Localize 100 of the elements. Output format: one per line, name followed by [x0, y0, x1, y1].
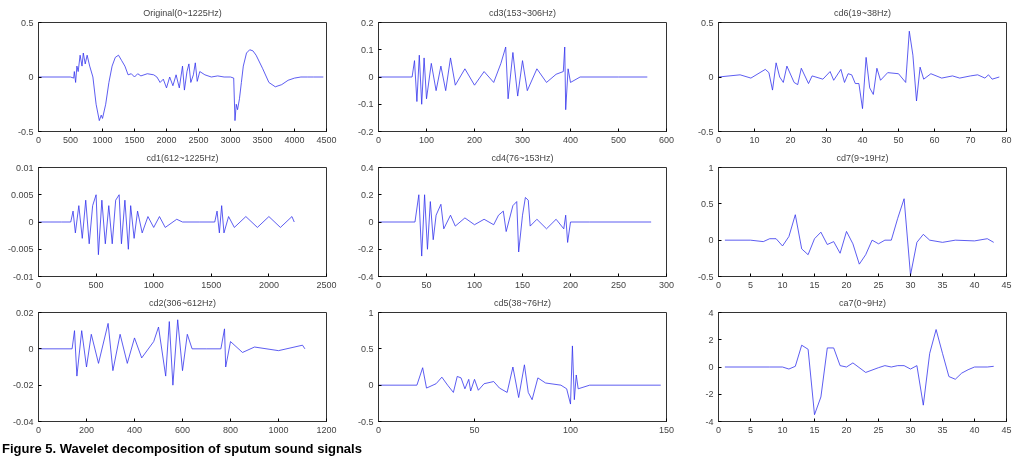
y-tick-label: 0.5 — [20, 17, 34, 28]
y-tick-label: 1 — [708, 162, 714, 173]
y-tick-label: -0.5 — [697, 126, 714, 137]
x-tick-label: 2000 — [258, 279, 279, 290]
y-tick-label: -0.5 — [357, 416, 374, 427]
x-tick-label: 45 — [1001, 424, 1012, 435]
y-tick-label: 0.4 — [360, 162, 374, 173]
x-tick-label: 0 — [376, 134, 382, 145]
y-tick-label: -0.2 — [357, 244, 374, 255]
y-tick-label: -0.01 — [12, 271, 34, 282]
x-tick-label: 250 — [610, 279, 627, 290]
x-tick-label: 3500 — [252, 134, 273, 145]
y-tick-label: -0.02 — [12, 380, 34, 391]
x-tick-label: 10 — [777, 424, 788, 435]
x-tick-label: 1000 — [143, 279, 164, 290]
chart-title: ca7(0~9Hz) — [839, 297, 886, 308]
y-tick-label: 0.2 — [360, 189, 374, 200]
x-tick-label: 50 — [421, 279, 432, 290]
y-tick-label: 4 — [708, 307, 714, 318]
y-tick-label: 1 — [368, 307, 374, 318]
x-tick-label: 0 — [36, 134, 42, 145]
x-tick-label: 20 — [841, 279, 852, 290]
x-tick-label: 35 — [937, 279, 948, 290]
x-tick-label: 100 — [562, 424, 579, 435]
x-tick-label: 1200 — [316, 424, 337, 435]
x-tick-label: 300 — [514, 134, 531, 145]
x-tick-label: 1000 — [92, 134, 113, 145]
x-tick-label: 1000 — [268, 424, 289, 435]
caption: Figure 5. Wavelet decomposition of sputum sound signals — [2, 440, 362, 458]
x-tick-label: 0 — [36, 279, 42, 290]
y-tick-label: 0 — [708, 235, 714, 246]
x-tick-label: 2500 — [316, 279, 337, 290]
x-tick-label: 500 — [88, 279, 104, 290]
x-tick-label: 15 — [809, 279, 820, 290]
y-tick-label: 0.01 — [15, 162, 34, 173]
x-tick-label: 10 — [749, 134, 760, 145]
x-tick-label: 800 — [222, 424, 239, 435]
x-tick-label: 45 — [1001, 279, 1012, 290]
chart-title: cd1(612~1225Hz) — [146, 152, 219, 163]
x-tick-label: 500 — [610, 134, 627, 145]
x-tick-label: 4500 — [316, 134, 337, 145]
x-tick-label: 20 — [841, 424, 852, 435]
x-tick-label: 10 — [777, 279, 788, 290]
x-tick-label: 80 — [1001, 134, 1012, 145]
x-tick-label: 300 — [658, 279, 675, 290]
x-tick-label: 20 — [785, 134, 796, 145]
y-tick-label: 0 — [28, 343, 34, 354]
x-tick-label: 0 — [36, 424, 42, 435]
y-tick-label: 0 — [368, 217, 374, 227]
y-tick-label: 0.1 — [360, 44, 374, 55]
y-tick-label: 0 — [368, 380, 374, 391]
y-tick-label: 2 — [708, 334, 714, 345]
x-tick-label: 40 — [969, 279, 980, 290]
x-tick-label: 0 — [376, 279, 382, 290]
x-tick-label: 100 — [418, 134, 435, 145]
x-tick-label: 100 — [466, 279, 483, 290]
x-tick-label: 0 — [716, 279, 722, 290]
y-tick-label: 0.005 — [10, 189, 34, 200]
y-tick-label: 0 — [28, 217, 34, 227]
chart-title: cd2(306~612Hz) — [149, 297, 216, 308]
y-tick-label: -4 — [705, 416, 714, 427]
x-tick-label: 5 — [748, 424, 754, 435]
x-tick-label: 150 — [514, 279, 531, 290]
x-tick-label: 1500 — [201, 279, 222, 290]
x-tick-label: 400 — [562, 134, 579, 145]
y-tick-label: -0.1 — [357, 99, 374, 110]
chart-title: cd6(19~38Hz) — [834, 7, 891, 18]
chart-title: cd3(153~306Hz) — [489, 7, 556, 18]
y-tick-label: -0.4 — [357, 271, 374, 282]
x-tick-label: 40 — [969, 424, 980, 435]
chart-title: Original(0~1225Hz) — [143, 7, 222, 18]
x-tick-label: 60 — [929, 134, 940, 145]
x-tick-label: 0 — [716, 424, 722, 435]
y-tick-label: 0.2 — [360, 17, 374, 28]
x-tick-label: 25 — [873, 279, 884, 290]
x-tick-label: 25 — [873, 424, 884, 435]
x-tick-label: 30 — [905, 279, 916, 290]
x-tick-label: 5 — [748, 279, 754, 290]
x-tick-label: 50 — [469, 424, 480, 435]
x-tick-label: 0 — [376, 424, 382, 435]
x-tick-label: 400 — [126, 424, 143, 435]
y-tick-label: -0.5 — [17, 126, 34, 137]
y-tick-label: -0.2 — [357, 126, 374, 137]
y-tick-label: 0 — [708, 72, 714, 82]
x-tick-label: 0 — [716, 134, 722, 145]
y-tick-label: 0 — [708, 362, 714, 372]
y-tick-label: 0.5 — [360, 343, 374, 354]
chart-title: cd7(9~19Hz) — [836, 152, 889, 163]
x-tick-label: 15 — [809, 424, 820, 435]
x-tick-label: 30 — [821, 134, 832, 145]
y-tick-label: 0.5 — [700, 17, 714, 28]
y-tick-label: -0.04 — [12, 416, 34, 427]
y-tick-label: -0.005 — [7, 244, 34, 255]
x-tick-label: 40 — [857, 134, 868, 145]
x-tick-label: 600 — [174, 424, 191, 435]
x-tick-label: 200 — [78, 424, 95, 435]
chart-title: cd5(38~76Hz) — [494, 297, 551, 308]
x-tick-label: 600 — [658, 134, 675, 145]
x-tick-label: 35 — [937, 424, 948, 435]
x-tick-label: 4000 — [284, 134, 305, 145]
